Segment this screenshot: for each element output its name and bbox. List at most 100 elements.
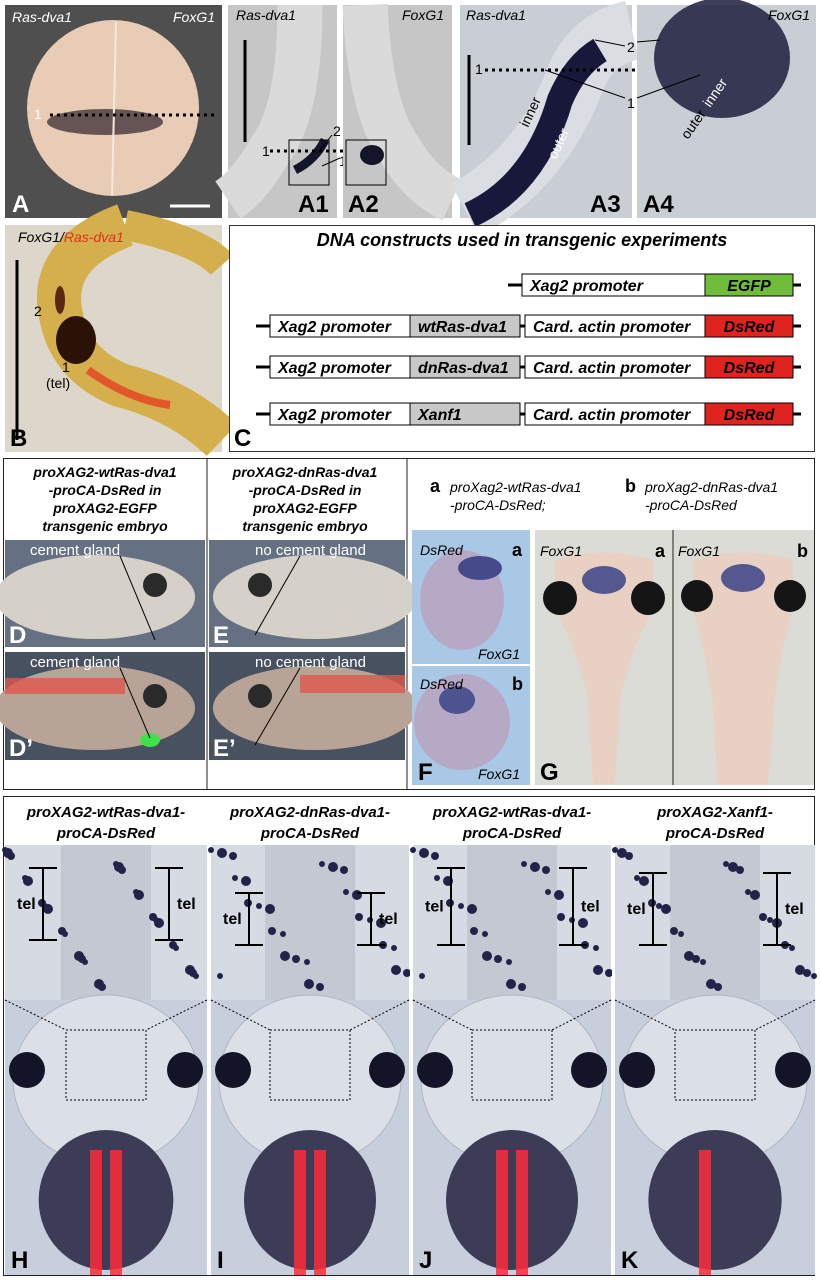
panel-letter: H [11, 1247, 28, 1274]
melanophore [118, 866, 126, 874]
fluorescence [294, 1150, 306, 1275]
region-label: tel [581, 899, 600, 916]
legend-key: a [430, 476, 441, 496]
panel-e: proXAG2-dnRas-dva1 -proCA-DsRed in proXA… [209, 464, 417, 762]
caption: proCA-DsRed [260, 825, 360, 842]
melanophore [661, 904, 671, 914]
stain [654, 0, 790, 118]
legend-text: -proCA-DsRed [645, 497, 738, 513]
melanophore [745, 889, 751, 895]
gene-label: FoxG1 [173, 9, 215, 25]
melanophore [639, 876, 649, 886]
stain [56, 316, 96, 364]
gene-label: Ras-dva1 [466, 7, 526, 23]
stain [55, 286, 65, 314]
embryo [213, 555, 417, 639]
panel-letter: A [12, 191, 29, 218]
inset-guide [210, 999, 271, 1031]
tadpole [693, 552, 793, 785]
melanophore [542, 866, 550, 874]
melanophore [154, 918, 164, 928]
melanophore [304, 959, 310, 965]
melanophore [617, 848, 627, 858]
panel-a: Ras-dva1 FoxG1 1 A [5, 5, 222, 218]
fluorescence [110, 1150, 122, 1275]
melanophore [23, 876, 33, 886]
number: 1 [262, 143, 270, 159]
label: cement gland [30, 654, 120, 671]
melanophore [714, 983, 722, 991]
construct-label: wtRas-dva1 [418, 319, 507, 336]
melanophore [736, 866, 744, 874]
fluorescence [140, 733, 160, 747]
melanophore [343, 889, 349, 895]
melanophore [280, 931, 286, 937]
panel-a1: Ras-dva1 1 2 1 A1 [214, 4, 415, 219]
panel-letter: F [418, 759, 433, 786]
melanophore [656, 903, 662, 909]
key: b [512, 674, 523, 694]
caption: proXAG2-dnRas-dva1 [232, 464, 378, 480]
eye [631, 581, 665, 615]
melanophore [419, 848, 429, 858]
inset-guide [145, 999, 208, 1031]
panel-letter: G [540, 759, 559, 786]
eye [417, 1052, 453, 1088]
caption: proXAG2-wtRas-dva1- [26, 804, 185, 821]
construct-label: Card. actin promoter [533, 319, 691, 336]
tissue [342, 3, 463, 221]
melanophore [482, 951, 492, 961]
melanophore [750, 890, 760, 900]
inset-guide [614, 999, 676, 1031]
melanophore [530, 862, 540, 872]
panel-a4: FoxG1 inner outer A4 [636, 0, 816, 218]
melanophore [470, 927, 478, 935]
construct-box [704, 402, 794, 426]
legend-text: proXag2-wtRas-dva1 [449, 479, 582, 495]
melanophore [265, 904, 275, 914]
melanophore [684, 951, 694, 961]
eye [619, 1052, 655, 1088]
number: 2 [34, 303, 42, 319]
number: 1 [62, 359, 70, 375]
melanophore [193, 973, 199, 979]
stain [458, 556, 502, 580]
gene-label: Ras-dva1 [236, 7, 296, 23]
caption: transgenic embryo [42, 518, 168, 534]
pointer [544, 69, 626, 99]
melanophore [208, 847, 214, 853]
panel-d: proXAG2-wtRas-dva1 -proCA-DsRed in proXA… [0, 464, 205, 762]
melanophore [482, 931, 488, 937]
eye [167, 1052, 203, 1088]
gene: Ras-dva1 [64, 229, 124, 245]
gut [244, 1130, 376, 1270]
melanophore [355, 913, 363, 921]
eye [143, 684, 167, 708]
melanophore [578, 918, 588, 928]
pointer [594, 39, 626, 47]
panel-title: DNA constructs used in transgenic experi… [317, 230, 727, 250]
construct-box [704, 273, 794, 297]
region-label: tel [785, 901, 804, 918]
construct-box [409, 402, 521, 426]
construct-label: Card. actin promoter [533, 407, 691, 424]
panel-a3: Ras-dva1 1 2 1 inner outer A3 [450, 0, 700, 237]
eye [571, 1052, 607, 1088]
stain [439, 686, 475, 714]
inset-box [269, 1029, 351, 1101]
eye [774, 580, 806, 612]
construct-label: Xag2 promoter [277, 360, 392, 377]
melanophore [316, 983, 324, 991]
panel-letter: K [621, 1247, 639, 1274]
label: FoxG1 [478, 646, 520, 662]
label: DsRed [420, 542, 464, 558]
panels-h-k: proXAG2-wtRas-dva1- proCA-DsRed tel tel Hpro… [2, 804, 817, 1275]
panel-letter: E [213, 622, 229, 649]
key: a [655, 541, 666, 561]
midline [111, 21, 117, 196]
melanophore [256, 903, 262, 909]
melanophore [803, 969, 811, 977]
label: no cement gland [255, 542, 366, 559]
construct-label: DsRed [724, 407, 776, 424]
region-label: tel [177, 896, 196, 913]
